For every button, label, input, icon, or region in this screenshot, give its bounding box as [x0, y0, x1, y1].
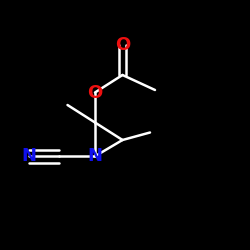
Text: N: N — [88, 147, 102, 165]
Text: O: O — [115, 36, 130, 54]
Text: N: N — [21, 147, 36, 165]
Text: O: O — [88, 84, 103, 102]
